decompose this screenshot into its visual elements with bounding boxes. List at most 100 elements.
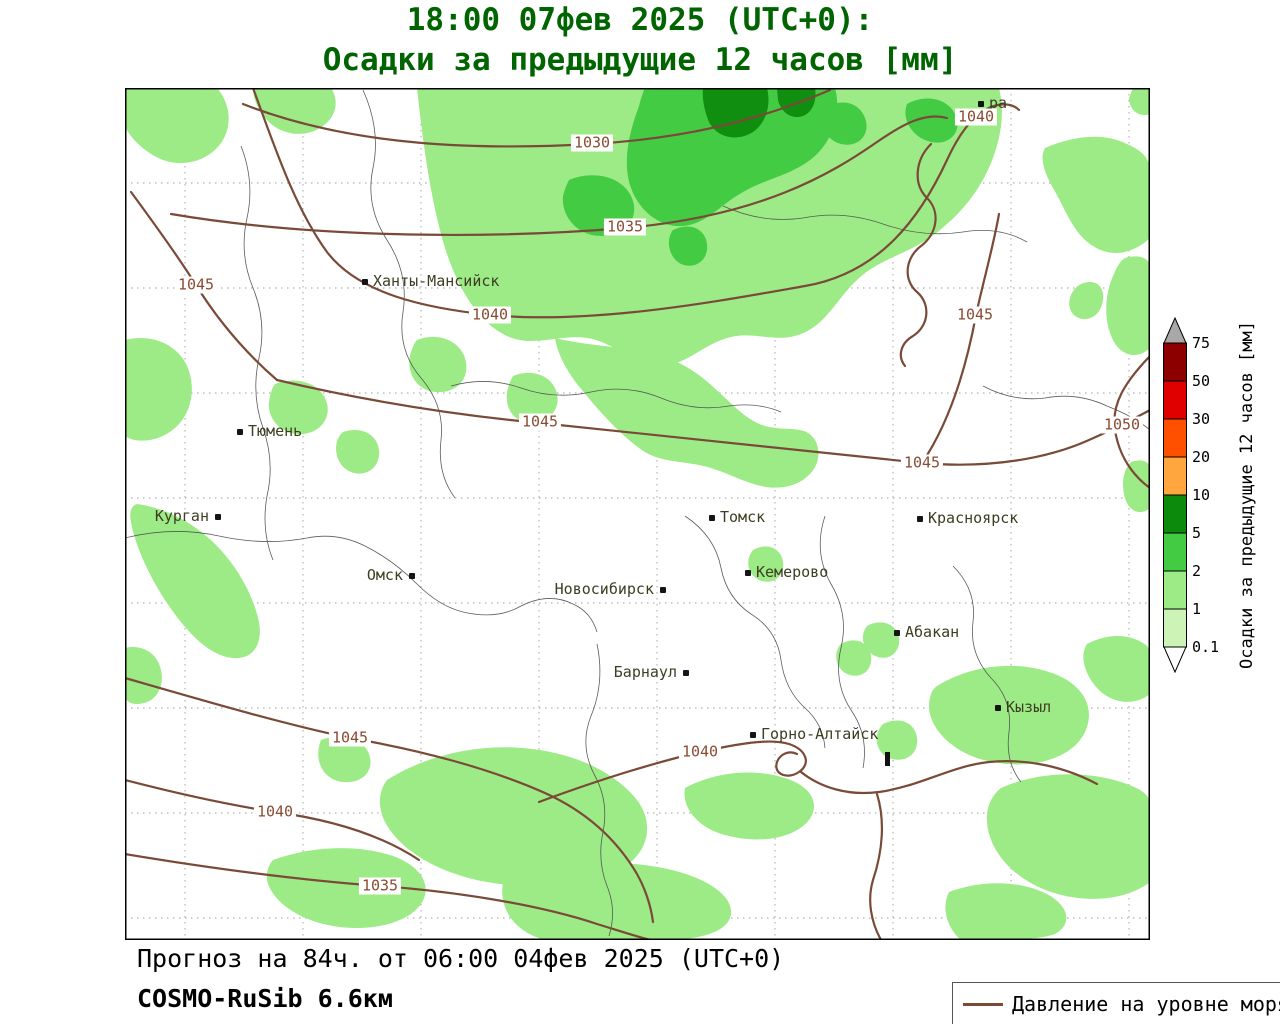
city-dot bbox=[750, 732, 756, 738]
precip-area bbox=[1042, 136, 1150, 253]
city-dot bbox=[215, 514, 221, 520]
boundary-line bbox=[362, 89, 456, 499]
map-overlay: Ханты-Мансийск Тюмень Курган Омск Томск Новос… bbox=[125, 88, 1150, 940]
city-label: Ханты-Мансийск bbox=[373, 272, 500, 290]
city-dot bbox=[683, 670, 689, 676]
precip-area bbox=[268, 380, 328, 435]
precip-area bbox=[125, 646, 162, 704]
city-dot bbox=[978, 101, 984, 107]
precip-area bbox=[945, 883, 1067, 940]
city-label: Новосибирск bbox=[554, 580, 654, 598]
city-label: Тюмень bbox=[248, 422, 303, 440]
colorbar-segment bbox=[1163, 380, 1187, 420]
city-dot bbox=[709, 515, 715, 521]
boundary-line bbox=[450, 381, 782, 413]
precip-area bbox=[417, 88, 1002, 366]
precip-area bbox=[748, 546, 784, 582]
colorbar-segment bbox=[1163, 532, 1187, 572]
isobar-label: 1040 bbox=[954, 108, 998, 126]
boundary-line bbox=[819, 515, 865, 769]
precip-area bbox=[836, 640, 872, 676]
colorbar-segment bbox=[1163, 608, 1187, 648]
precip-area bbox=[125, 338, 192, 441]
precip-area bbox=[336, 430, 380, 474]
precip-area bbox=[821, 102, 867, 145]
isobar-1045 bbox=[275, 378, 1150, 466]
isobar-label: 1050 bbox=[1100, 416, 1144, 434]
colorbar-title: Осадки за предыдущие 12 часов [мм] bbox=[1237, 321, 1257, 669]
isobar-label: 1035 bbox=[358, 877, 402, 895]
colorbar-segment bbox=[1163, 570, 1187, 610]
city-label: Курган bbox=[154, 507, 209, 525]
forecast-info-text: Прогноз на 84ч. от 06:00 04фев 2025 (UTC… bbox=[137, 944, 785, 973]
colorbar-tick: 75 bbox=[1192, 334, 1211, 352]
isobar-1040-closed bbox=[899, 142, 937, 368]
city-dot bbox=[237, 429, 243, 435]
isobar-1045 bbox=[920, 212, 1001, 465]
precip-area bbox=[125, 88, 229, 164]
colorbar-tick: 5 bbox=[1192, 524, 1202, 542]
city-dot bbox=[917, 516, 923, 522]
isobar-1045 bbox=[125, 676, 655, 924]
city-label: Кызыл bbox=[1006, 698, 1052, 716]
city-dot bbox=[660, 587, 666, 593]
colorbar-tick: 0.1 bbox=[1192, 638, 1220, 656]
precip-area bbox=[502, 862, 732, 940]
pressure-legend-box: Давление на уровне моря bbox=[952, 982, 1280, 1024]
city-dot bbox=[409, 573, 415, 579]
precip-area bbox=[1129, 88, 1150, 116]
graticule bbox=[125, 88, 1150, 940]
colorbar-below-min-triangle bbox=[1163, 646, 1187, 673]
city-label: Кемерово bbox=[756, 563, 829, 581]
isobar-1035 bbox=[125, 852, 653, 940]
precip-area bbox=[506, 372, 558, 423]
isobar-1040 bbox=[251, 88, 1021, 319]
colorbar-tick: 10 bbox=[1192, 486, 1211, 504]
boundary-line bbox=[240, 145, 274, 561]
isobar-label: 1030 bbox=[570, 134, 614, 152]
colorbar-segment bbox=[1163, 456, 1187, 496]
admin-boundaries bbox=[125, 89, 1150, 937]
city-dot bbox=[745, 570, 751, 576]
city-label: Омск bbox=[366, 566, 403, 584]
boundary-line bbox=[585, 643, 613, 937]
precip-area bbox=[986, 774, 1150, 899]
precip-area bbox=[905, 98, 958, 143]
boundary-line bbox=[952, 565, 1022, 783]
precip-area bbox=[626, 88, 838, 227]
map-title-datetime: 18:00 07фев 2025 (UTC+0): bbox=[406, 2, 874, 38]
isobar-label: 1040 bbox=[678, 743, 722, 761]
colorbar-segment bbox=[1163, 494, 1187, 534]
colorbar-segment bbox=[1163, 342, 1187, 382]
city-label: Барнаул bbox=[613, 663, 677, 681]
precip-area bbox=[379, 747, 648, 887]
city-label: Красноярск bbox=[928, 509, 1019, 527]
city-dot bbox=[894, 630, 900, 636]
city-dot bbox=[995, 705, 1001, 711]
isobar-label: 1045 bbox=[518, 413, 562, 431]
precip-area bbox=[409, 336, 467, 393]
isobar-label: 1045 bbox=[174, 276, 218, 294]
precip-area bbox=[862, 622, 900, 658]
colorbar-tick: 2 bbox=[1192, 562, 1202, 580]
isobar-1035 bbox=[169, 115, 949, 236]
city-label: Абакан bbox=[905, 623, 960, 641]
boundary-line bbox=[982, 385, 1150, 431]
colorbar-tick: 20 bbox=[1192, 448, 1211, 466]
pressure-line-symbol bbox=[963, 1002, 1003, 1006]
isobar-label: 1035 bbox=[603, 218, 647, 236]
boundary-line bbox=[722, 205, 1028, 243]
boundary-line bbox=[684, 515, 826, 749]
precip-area bbox=[130, 504, 260, 659]
city-dot bbox=[362, 279, 368, 285]
precip-area bbox=[684, 772, 815, 840]
boundary-line bbox=[125, 531, 598, 633]
map-svg bbox=[125, 88, 1150, 940]
precip-area bbox=[1123, 460, 1150, 513]
isobar-1040 bbox=[537, 740, 1099, 940]
model-name-text: COSMO-RuSib 6.6км bbox=[137, 984, 393, 1013]
precip-area bbox=[555, 338, 819, 488]
pressure-legend-label: Давление на уровне моря bbox=[1012, 992, 1280, 1016]
precip-area bbox=[253, 88, 336, 134]
